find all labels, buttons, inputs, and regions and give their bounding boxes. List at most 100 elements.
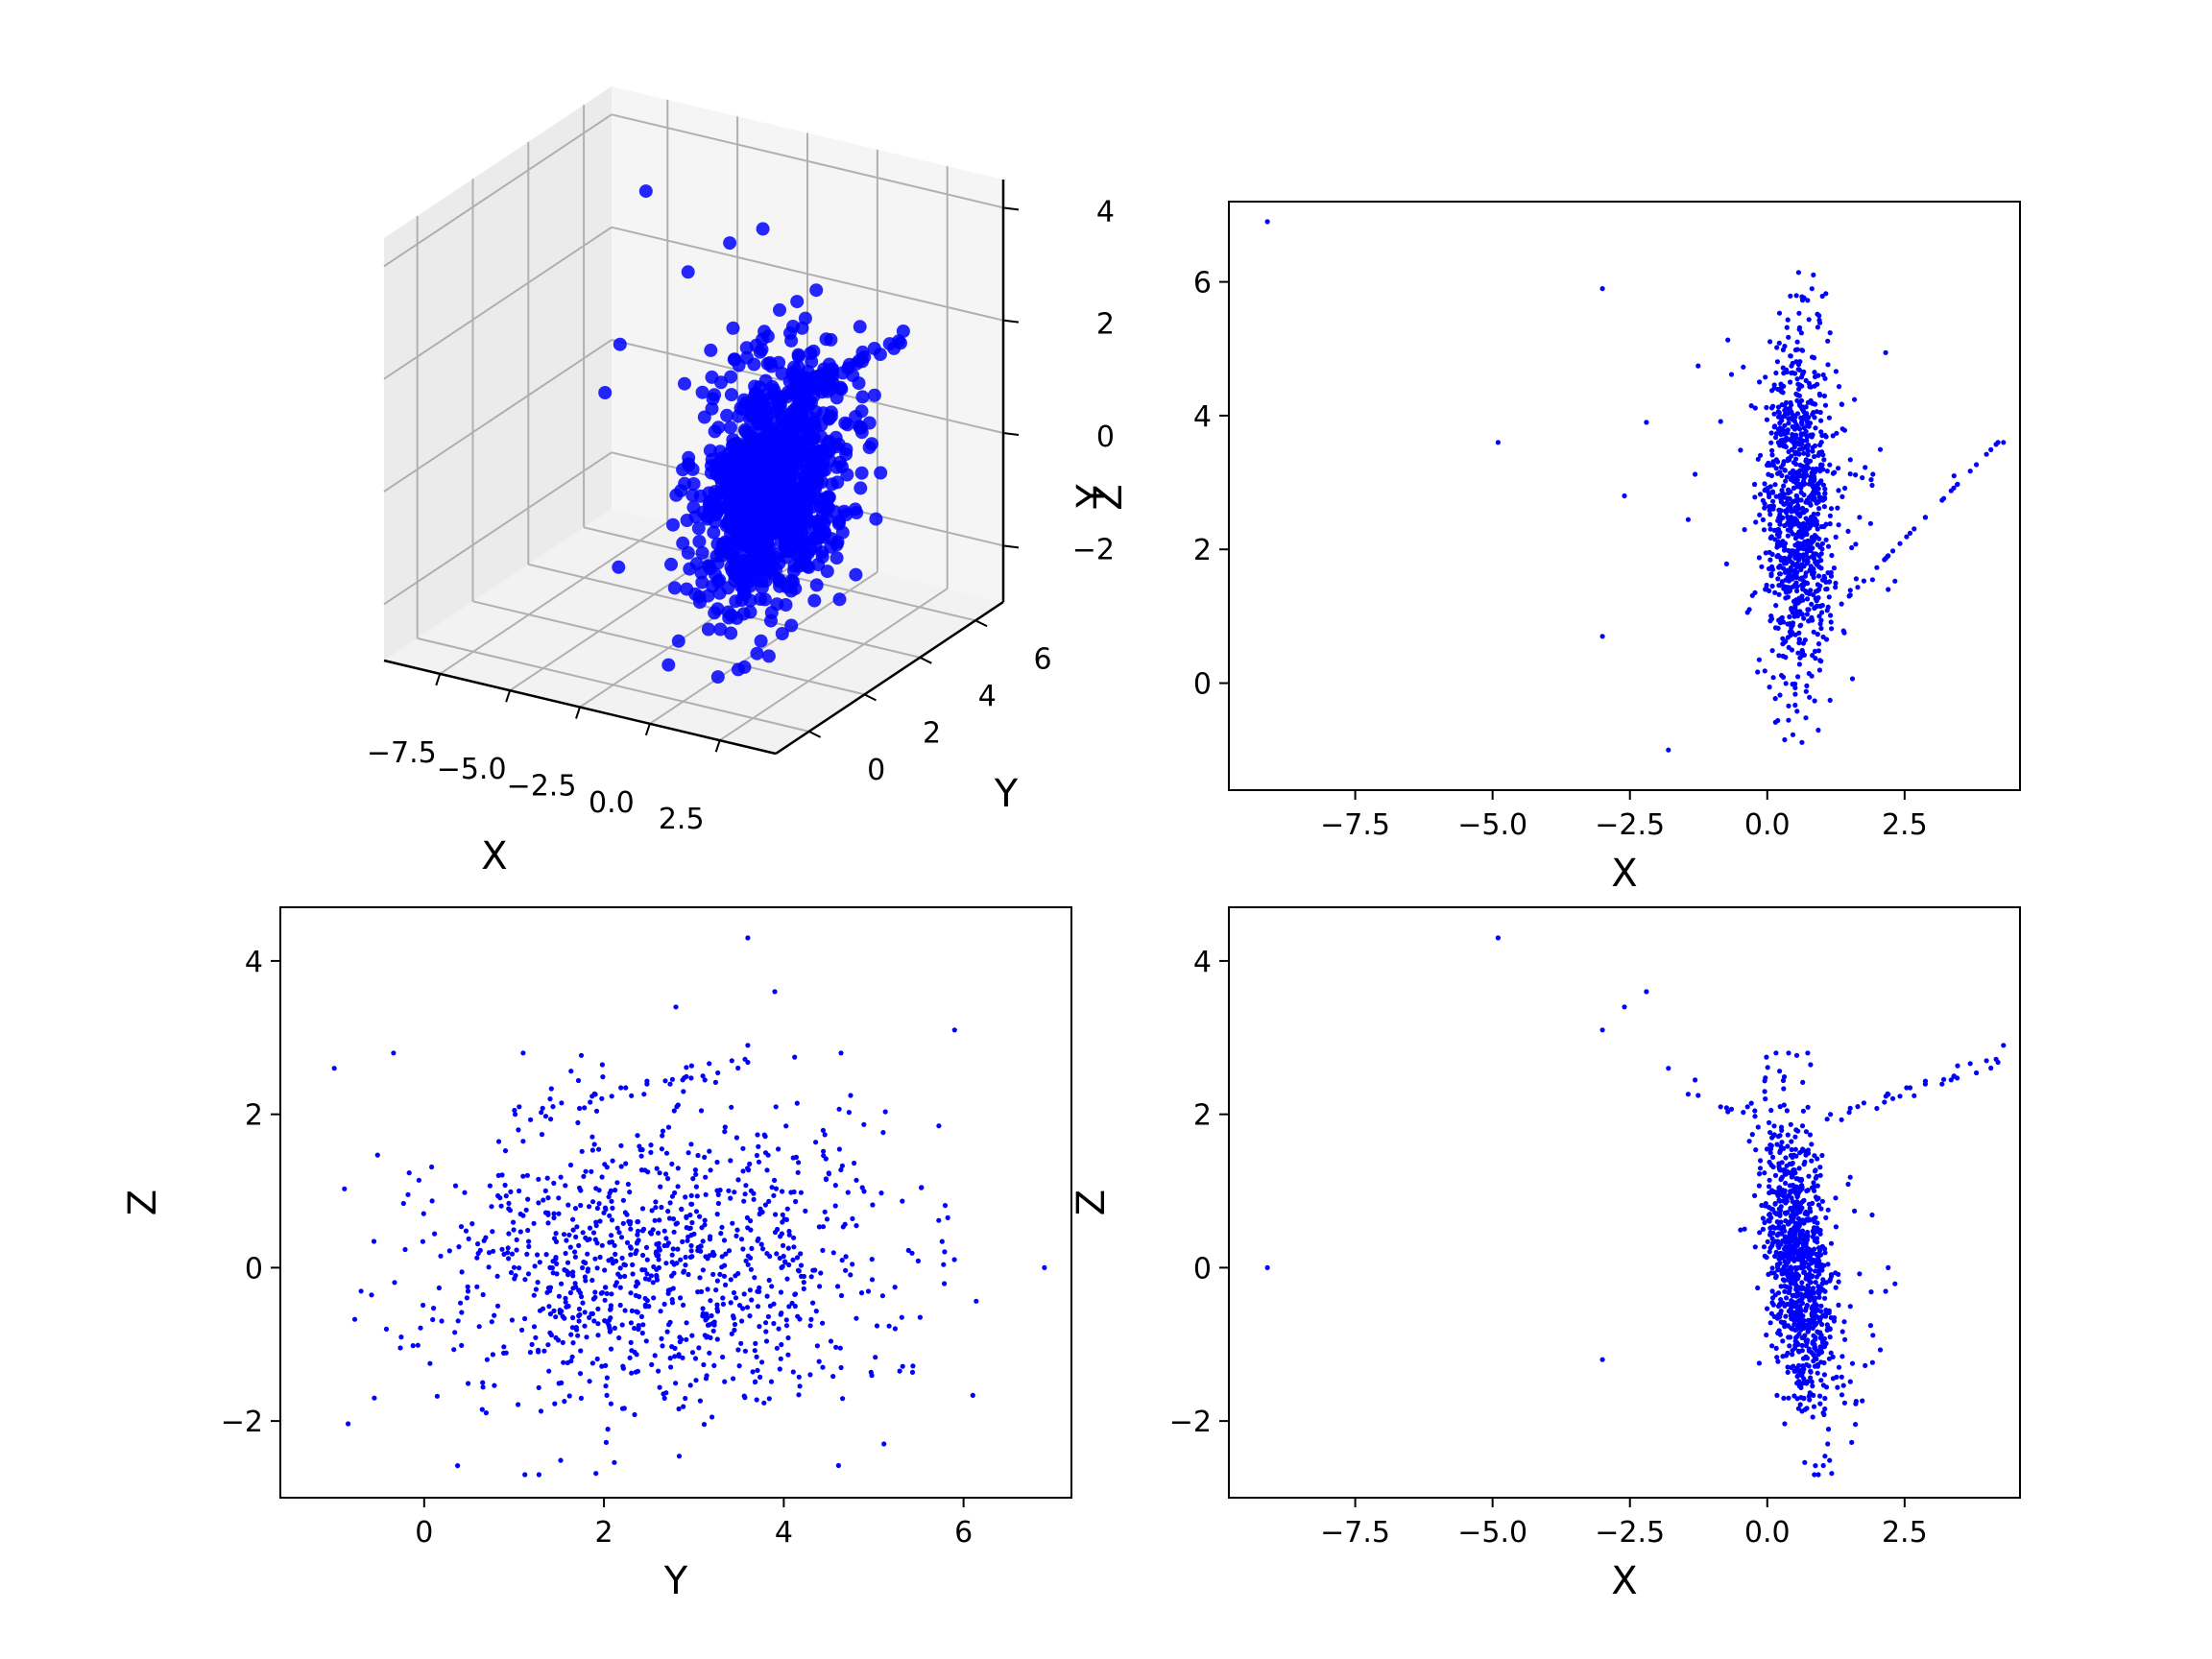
data-point: [1812, 605, 1817, 612]
data-point: [1988, 1065, 1994, 1071]
data-point: [1693, 1077, 1698, 1083]
data-point: [826, 1170, 831, 1176]
data-point: [629, 1093, 635, 1098]
data-point: [664, 1329, 670, 1334]
data-point: [830, 535, 845, 549]
data-point: [1774, 345, 1780, 350]
data-point: [1801, 474, 1807, 480]
data-point: [506, 1231, 512, 1237]
data-point: [1791, 1167, 1796, 1173]
data-point: [723, 421, 737, 435]
data-point: [1797, 1255, 1803, 1261]
data-point: [1752, 1108, 1758, 1114]
data-point: [539, 1110, 544, 1116]
data-point: [608, 1188, 614, 1193]
data-point: [861, 1189, 867, 1194]
data-point: [1808, 1267, 1814, 1273]
data-point: [1883, 1288, 1888, 1294]
data-point: [805, 432, 819, 446]
data-point: [881, 1441, 887, 1447]
data-point: [1788, 409, 1793, 415]
data-point: [724, 626, 738, 640]
data-point: [850, 1215, 855, 1221]
data-point: [1797, 1402, 1803, 1407]
data-point: [1756, 1183, 1762, 1189]
data-point: [740, 1306, 746, 1311]
data-point: [684, 1065, 689, 1070]
data-point: [685, 1271, 691, 1278]
data-point: [750, 646, 764, 661]
data-point: [1792, 1345, 1798, 1351]
data-point: [1775, 426, 1781, 432]
data-point: [1781, 1246, 1788, 1252]
data-point: [669, 1193, 676, 1199]
data-point: [1791, 485, 1796, 491]
data-point: [632, 1325, 637, 1332]
data-point: [839, 1163, 846, 1168]
data-point: [1802, 1159, 1808, 1165]
data-point: [604, 1392, 610, 1398]
data-point: [580, 1300, 586, 1306]
data-point: [1823, 291, 1829, 297]
data-point: [1770, 490, 1776, 495]
data-point: [1793, 475, 1799, 481]
data-point: [1780, 462, 1786, 468]
data-point: [1835, 1384, 1840, 1390]
data-point: [747, 1287, 754, 1293]
x-tick-label: 0.0: [589, 786, 635, 820]
data-point: [1804, 612, 1810, 617]
data-point: [1791, 460, 1797, 466]
data-point: [1776, 653, 1782, 659]
data-point: [1755, 1124, 1761, 1130]
grid-line: [383, 339, 613, 493]
data-point: [569, 1325, 576, 1331]
data-point: [791, 1189, 797, 1195]
data-point: [1816, 317, 1822, 324]
data-point: [673, 1381, 679, 1386]
data-point: [792, 495, 806, 510]
data-point: [1877, 446, 1884, 452]
data-point: [1803, 404, 1809, 410]
data-point: [795, 537, 809, 550]
data-point: [1723, 561, 1729, 567]
data-point: [1821, 457, 1827, 463]
data-point: [824, 332, 838, 347]
data-point: [941, 1262, 947, 1267]
data-point: [583, 1278, 589, 1284]
data-point: [1847, 1174, 1853, 1180]
data-point: [665, 1176, 671, 1182]
data-point: [692, 1356, 699, 1361]
data-point: [1831, 565, 1837, 571]
data-point: [1808, 515, 1815, 520]
data-point: [539, 1132, 545, 1138]
data-point: [608, 1315, 613, 1321]
data-point: [781, 1216, 787, 1222]
data-point: [560, 1339, 565, 1345]
data-point: [573, 1234, 579, 1239]
data-point: [1777, 1069, 1783, 1074]
data-point: [1799, 406, 1805, 412]
data-point: [1809, 400, 1815, 406]
x-tick-label: 4: [775, 1516, 793, 1550]
data-point: [713, 622, 728, 637]
data-point: [1827, 330, 1833, 336]
data-point: [1847, 457, 1853, 463]
data-point: [905, 1247, 911, 1253]
data-point: [639, 1206, 646, 1212]
data-point: [705, 1315, 710, 1321]
data-point: [1779, 402, 1785, 408]
data-point: [1767, 1184, 1772, 1190]
data-point: [522, 1315, 528, 1322]
data-point: [486, 1264, 492, 1270]
data-point: [1821, 393, 1827, 398]
data-point: [1892, 1281, 1898, 1286]
data-point: [688, 1242, 694, 1249]
y-tick-label: 4: [978, 680, 997, 713]
data-point: [1847, 1105, 1853, 1111]
data-point: [554, 1261, 560, 1266]
data-point: [1840, 1382, 1846, 1388]
data-point: [1818, 625, 1824, 632]
data-point: [707, 525, 721, 540]
data-point: [506, 1256, 512, 1262]
data-point: [1794, 588, 1800, 594]
